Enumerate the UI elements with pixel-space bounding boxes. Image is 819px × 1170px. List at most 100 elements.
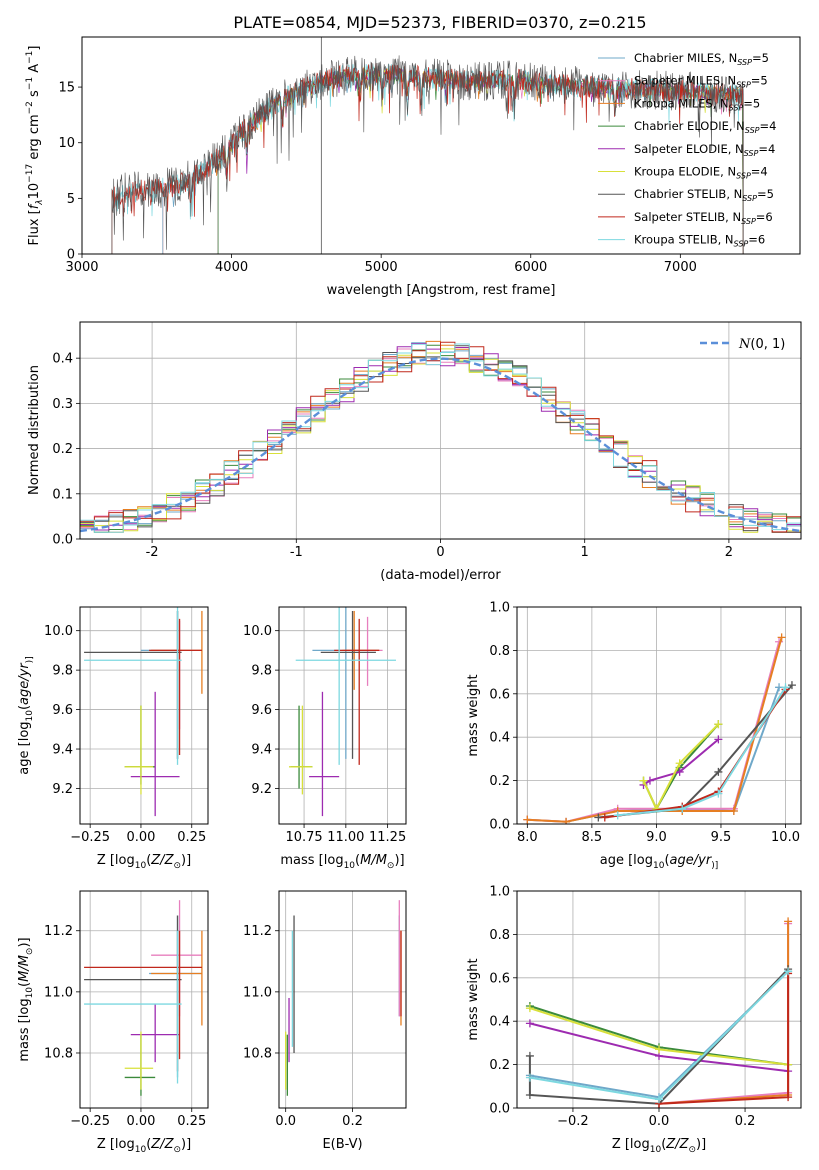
- weight-line-salpeter-stelib: [604, 688, 787, 819]
- x-tick-label: 0.25: [177, 1114, 206, 1129]
- y-tick-label: 1.0: [489, 601, 510, 616]
- weight-point-kroupa-stelib: [678, 804, 687, 813]
- weight-line-salpeter-elodie: [642, 738, 720, 786]
- weight-point-kroupa-stelib: [655, 1095, 663, 1104]
- y-tick-label: 9.4: [251, 743, 272, 758]
- weight-point-kroupa-stelib: [781, 683, 790, 692]
- x-tick-label: 4000: [215, 260, 248, 275]
- y-tick-label: 1.0: [489, 885, 510, 900]
- plot-area-mass_vs_Z: [84, 900, 203, 1096]
- y-tick-label: 10.0: [44, 624, 73, 639]
- y-tick-label: 10.0: [243, 624, 272, 639]
- errorbar-salpeter-miles: [151, 620, 202, 730]
- errorbar-chabrier-stelib: [320, 610, 376, 759]
- y-tick-label: 9.4: [52, 743, 73, 758]
- y-tick-label: 0.4: [489, 731, 510, 746]
- weight-point-chabrier-stelib: [525, 1090, 534, 1099]
- weight-line-salpeter-miles: [658, 923, 790, 1105]
- weight-point-kroupa-elodie: [525, 1004, 534, 1013]
- normal-curve: [80, 357, 801, 533]
- x-axis-label: Z [log10(Z/Z⊙)]: [97, 1137, 191, 1155]
- plot-area-spectrum: [111, 37, 744, 254]
- legend-entry-salpeter-stelib: Salpeter STELIB, NSSP=6: [634, 210, 773, 226]
- weight-point-chabrier-stelib: [714, 767, 723, 776]
- axes-border: [516, 890, 802, 1109]
- x-tick-label: 11.25: [369, 830, 406, 845]
- errorbar-salpeter-stelib: [84, 930, 202, 1060]
- y-tick-label: 11.0: [243, 985, 272, 1000]
- y-axis-label: mass [log10(M/M⊙)]: [17, 937, 35, 1061]
- y-tick-label: 5: [67, 192, 75, 207]
- axes-border: [278, 606, 407, 825]
- plot-area-residuals: [80, 340, 801, 539]
- axes-frame: 3000 4000 5000 6000 7000 0 5 10 15: [58, 81, 696, 275]
- axes-border: [516, 606, 802, 825]
- x-tick-label: 9.0: [646, 830, 667, 845]
- axes-frame: 0.0 0.2 10.8 11.0 11.2: [243, 924, 363, 1129]
- x-axis-label: Z [log10(Z/Z⊙)]: [612, 1137, 706, 1155]
- spectrum-legend: Chabrier MILES, NSSP=5 Salpeter MILES, NS…: [598, 51, 776, 249]
- axes-border: [278, 890, 407, 1109]
- x-tick-label: 6000: [514, 260, 547, 275]
- panel-spectrum: 3000 4000 5000 6000 7000 0 5 10 15 wavelength [An…: [25, 36, 801, 298]
- x-tick-label: 0.2: [342, 1114, 363, 1129]
- weight-line-kroupa-miles: [658, 921, 790, 1105]
- x-tick-label: 10.75: [285, 830, 322, 845]
- weight-line-kroupa-miles: [527, 637, 783, 823]
- axes-frame: −0.25 0.00 0.25 10.8 11.0 11.2: [44, 924, 206, 1129]
- y-tick-label: 0.2: [489, 774, 510, 789]
- axes-border: [79, 890, 209, 1109]
- weight-line-salpeter-miles: [527, 641, 781, 823]
- x-tick-label: 8.5: [582, 830, 603, 845]
- panel-weight_vs_Z: −0.2 0.0 0.2 0.0 0.2 0.4 0.6 0.8 1.0 Z [log10(Z/Z…: [466, 885, 802, 1155]
- panel-age_vs_mass: 10.75 11.00 11.25 9.2 9.4 9.6 9.8 10.0 mass [log…: [243, 606, 407, 871]
- panel-mass_vs_Z: −0.25 0.00 0.25 10.8 11.0 11.2 Z [log10(Z/Z⊙)]…: [17, 890, 209, 1155]
- y-axis-label: Normed distribution: [27, 365, 42, 495]
- weight-point-kroupa-elodie: [639, 776, 648, 785]
- x-axis-label: age [log10(age/yr)]: [600, 853, 718, 871]
- x-axis-label: Z [log10(Z/Z⊙)]: [97, 853, 191, 871]
- axes-border: [79, 321, 802, 540]
- weight-point-kroupa-elodie: [655, 1045, 663, 1054]
- errorbar-salpeter-stelib: [334, 618, 380, 765]
- y-tick-label: 9.8: [251, 664, 272, 679]
- x-tick-label: -1: [290, 545, 303, 560]
- panel-age_vs_Z: −0.25 0.00 0.25 9.2 9.4 9.6 9.8 10.0 Z [log10(Z/…: [17, 606, 209, 871]
- errorbar-kroupa-elodie: [289, 705, 313, 795]
- y-tick-label: 9.2: [251, 782, 272, 797]
- y-tick-label: 0.3: [52, 397, 73, 412]
- plot-area-weight_vs_age: [523, 633, 796, 824]
- weight-point-kroupa-stelib: [613, 811, 622, 820]
- y-axis-label: age [log10(age/yr)]: [17, 656, 35, 774]
- x-axis-label: wavelength [Angstrom, rest frame]: [327, 283, 556, 298]
- histogram-kroupa-stelib: [80, 343, 801, 539]
- y-tick-label: 0.8: [489, 644, 510, 659]
- y-tick-label: 0.6: [489, 971, 510, 986]
- x-tick-label: 2: [725, 545, 733, 560]
- weight-point-kroupa-stelib: [714, 789, 723, 798]
- y-tick-label: 10: [58, 136, 75, 151]
- x-tick-label: 5000: [365, 260, 398, 275]
- weight-point-kroupa-miles: [562, 817, 571, 824]
- x-tick-label: 0.25: [177, 830, 206, 845]
- weight-point-kroupa-miles: [777, 633, 786, 642]
- axes-border: [81, 36, 801, 255]
- weight-point-salpeter-stelib: [784, 1093, 793, 1102]
- legend-entry-salpeter-miles: Salpeter MILES, NSSP=5: [634, 74, 768, 90]
- x-tick-label: 0.00: [126, 1114, 155, 1129]
- errorbar-salpeter-miles: [151, 900, 202, 1017]
- y-tick-label: 0.4: [52, 352, 73, 367]
- errorbar-kroupa-stelib: [84, 607, 182, 765]
- errorbar-chabrier-stelib: [84, 610, 182, 759]
- plot-area-weight_vs_Z: [525, 917, 793, 1108]
- axes-border: [79, 606, 209, 825]
- y-tick-label: 0.0: [489, 818, 510, 833]
- weight-line-kroupa-elodie: [642, 723, 720, 812]
- x-tick-label: 1: [581, 545, 589, 560]
- weight-point-kroupa-elodie: [714, 720, 723, 729]
- weight-point-kroupa-elodie: [675, 759, 684, 768]
- errorbar-kroupa-miles: [151, 930, 203, 1026]
- errorbar-salpeter-elodie: [309, 691, 340, 817]
- y-tick-label: 11.0: [44, 985, 73, 1000]
